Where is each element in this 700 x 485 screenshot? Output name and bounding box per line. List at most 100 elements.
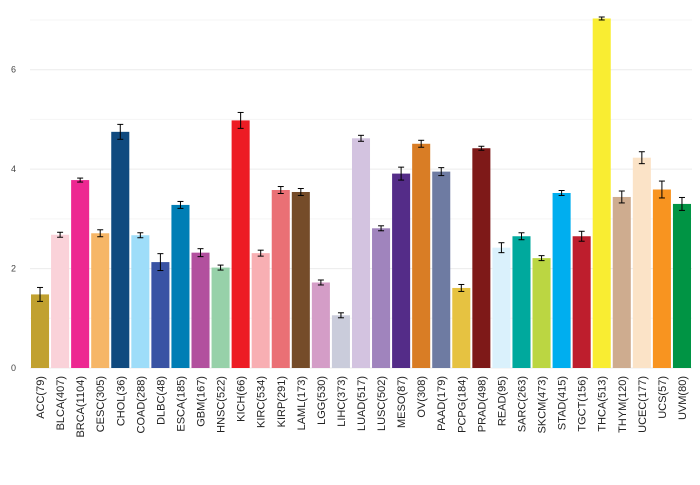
x-tick-label: LIHC(373) (336, 376, 348, 427)
error-bar (317, 279, 324, 286)
x-tick-label: CHOL(36) (115, 376, 127, 426)
x-tick-label: PCPG(184) (456, 376, 468, 433)
x-tick-label: ESCA(185) (175, 376, 187, 432)
x-tick-label: UCS(57) (657, 376, 669, 419)
x-tick-label: OV(308) (416, 376, 428, 418)
error-bar (398, 166, 405, 181)
error-bar (518, 232, 525, 241)
x-tick-label: UVM(80) (677, 376, 689, 420)
x-tick-label: BRCA(1104) (75, 376, 87, 438)
error-bar (638, 151, 645, 165)
x-tick-label: CESC(305) (95, 376, 107, 432)
bar (572, 236, 591, 368)
bars (31, 18, 691, 368)
x-tick-label: UCEC(177) (637, 376, 649, 433)
bar (351, 138, 371, 368)
x-tick-label: SARC(263) (516, 376, 528, 432)
error-bar (538, 255, 545, 262)
bar (512, 236, 531, 368)
bar (412, 143, 431, 368)
error-bar (37, 286, 44, 302)
error-bar (57, 231, 64, 238)
x-tick-label: READ(95) (496, 376, 508, 426)
x-tick-label: KICH(66) (236, 376, 248, 422)
bar (51, 234, 70, 368)
error-bar (618, 190, 625, 204)
error-bar (77, 177, 84, 183)
x-tick-label: LAML(173) (296, 376, 308, 430)
bar (131, 235, 150, 368)
y-tick-label: 4 (11, 164, 16, 174)
error-bar (177, 200, 184, 209)
bar (372, 228, 391, 368)
bar (612, 196, 631, 368)
error-bar (578, 230, 585, 242)
x-tick-label: THCA(513) (597, 376, 609, 432)
x-tick-label: LGG(530) (316, 376, 328, 425)
bar (652, 189, 671, 368)
bar (472, 148, 491, 368)
bar (432, 171, 451, 368)
error-bar (438, 167, 445, 177)
error-bar (598, 16, 605, 21)
error-bar (418, 139, 425, 148)
error-bar (337, 312, 344, 319)
error-bar (137, 232, 144, 239)
error-bar (678, 196, 685, 211)
bar (111, 131, 130, 368)
bar (211, 267, 230, 368)
bar (271, 190, 290, 368)
x-tick-label: LUAD(517) (356, 376, 368, 431)
error-bar (237, 111, 244, 129)
bar (392, 173, 411, 368)
x-tick-label: PRAD(498) (476, 376, 488, 432)
error-bar (478, 145, 485, 151)
bar (231, 120, 250, 368)
bar (331, 315, 350, 368)
bar (251, 253, 270, 368)
error-bar (217, 264, 224, 271)
bar (171, 204, 190, 368)
bar (632, 157, 651, 368)
bar (672, 203, 691, 368)
bar (151, 262, 170, 368)
bar (532, 258, 551, 368)
bar (91, 233, 110, 368)
error-bar (458, 283, 465, 292)
x-tick-label: SKCM(473) (537, 376, 549, 433)
error-bar (157, 253, 164, 272)
x-tick-label: GBM(167) (196, 376, 208, 427)
bar (592, 18, 611, 368)
x-tick-label: HNSC(522) (216, 376, 228, 433)
x-tick-label: TGCT(156) (577, 376, 589, 432)
error-bar (658, 180, 665, 199)
x-tick-label: STAD(415) (557, 376, 569, 430)
error-bar (257, 249, 264, 257)
error-bar (117, 123, 124, 140)
error-bar (558, 190, 565, 196)
bar (452, 287, 471, 368)
error-bar (498, 242, 505, 254)
bar (552, 192, 571, 368)
error-bar (97, 229, 104, 238)
x-tick-label: BLCA(407) (55, 376, 67, 430)
bar (291, 191, 310, 368)
error-bar (378, 225, 385, 232)
error-bars (37, 16, 685, 319)
y-tick-label: 0 (11, 363, 16, 373)
x-tick-label: MESO(87) (396, 376, 408, 428)
y-tick-label: 6 (11, 65, 16, 75)
x-tick-label: DLBC(48) (155, 376, 167, 425)
x-tick-label: KIRC(534) (256, 376, 268, 428)
x-tick-label: COAD(288) (135, 376, 147, 433)
error-bar (358, 134, 364, 142)
x-tick-label: THYM(120) (617, 376, 629, 433)
bar (71, 180, 90, 368)
error-bar (277, 186, 284, 194)
bar (191, 252, 210, 368)
y-axis-ticks: 0 2 4 6 (11, 65, 16, 373)
x-tick-label: KIRP(291) (276, 376, 288, 427)
x-axis-ticks: ACC(79) BLCA(407) BRCA(1104) CESC(305) CHOL(… (35, 376, 689, 438)
